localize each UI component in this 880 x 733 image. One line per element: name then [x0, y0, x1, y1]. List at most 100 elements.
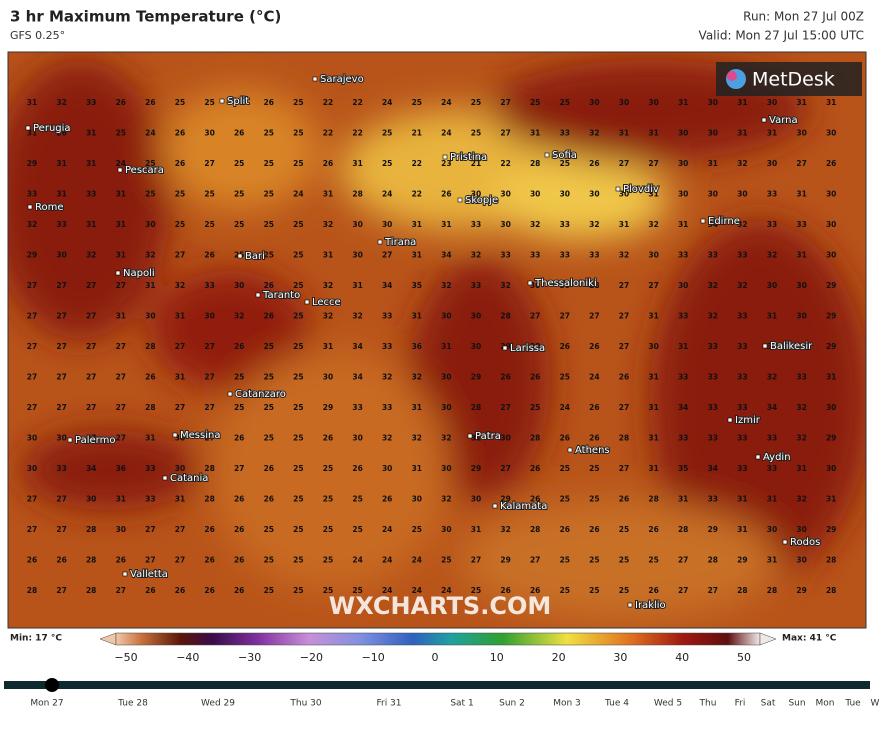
grid-value: 28: [648, 495, 658, 504]
timeline-label[interactable]: Mon 27: [30, 699, 63, 709]
timeline-label[interactable]: W: [871, 699, 880, 709]
grid-value: 26: [589, 342, 599, 351]
grid-value: 33: [471, 281, 481, 290]
grid-value: 30: [352, 220, 362, 229]
grid-value: 26: [204, 251, 214, 260]
grid-value: 25: [293, 434, 303, 443]
timeline-label[interactable]: Sat: [761, 699, 776, 709]
grid-value: 25: [619, 556, 629, 565]
grid-value: 31: [767, 129, 777, 138]
grid-value: 31: [323, 342, 333, 351]
timeline-label[interactable]: Sun: [788, 699, 805, 709]
timeline-label[interactable]: Wed 29: [201, 699, 235, 709]
grid-value: 25: [293, 129, 303, 138]
timeline-label[interactable]: Tue 4: [604, 699, 629, 709]
grid-value: 28: [86, 525, 96, 534]
grid-value: 29: [471, 373, 481, 382]
grid-value: 27: [56, 403, 66, 412]
scale-label: −30: [238, 651, 261, 664]
timeline-label[interactable]: Thu 30: [289, 699, 321, 709]
grid-value: 31: [412, 464, 422, 473]
grid-value: 26: [323, 159, 333, 168]
grid-value: 27: [56, 281, 66, 290]
grid-value: 25: [264, 159, 274, 168]
grid-value: 27: [530, 312, 540, 321]
grid-value: 30: [116, 525, 126, 534]
grid-value: 25: [264, 434, 274, 443]
timeline-label[interactable]: Sun 2: [499, 699, 525, 709]
grid-value: 24: [293, 190, 303, 199]
grid-value: 30: [648, 98, 658, 107]
grid-value: 23: [441, 159, 451, 168]
grid-value: 25: [382, 129, 392, 138]
grid-value: 24: [382, 190, 392, 199]
grid-value: 30: [796, 129, 806, 138]
grid-value: 27: [27, 525, 37, 534]
grid-value: 33: [471, 220, 481, 229]
grid-value: 26: [589, 159, 599, 168]
grid-value: 25: [234, 190, 244, 199]
scale-label: −40: [176, 651, 199, 664]
grid-value: 26: [145, 373, 155, 382]
timeline-label[interactable]: Sat 1: [450, 699, 473, 709]
grid-value: 24: [382, 525, 392, 534]
grid-value: 25: [471, 98, 481, 107]
grid-value: 25: [293, 98, 303, 107]
city-label: Thessaloniki: [534, 278, 597, 289]
grid-value: 26: [264, 464, 274, 473]
city-marker: [700, 218, 706, 224]
grid-value: 25: [264, 525, 274, 534]
timeline-label[interactable]: Fri 31: [376, 699, 401, 709]
timeline-label[interactable]: Tue 28: [117, 699, 148, 709]
grid-value: 34: [708, 220, 718, 229]
grid-value: 31: [530, 129, 540, 138]
grid-value: 28: [530, 159, 540, 168]
timeline-bar[interactable]: [4, 681, 870, 689]
scale-label: 20: [552, 651, 566, 664]
grid-value: 27: [589, 312, 599, 321]
timeline-handle[interactable]: [45, 678, 59, 692]
grid-value: 26: [234, 129, 244, 138]
grid-value: 31: [352, 281, 362, 290]
timeline-label[interactable]: Wed 5: [654, 699, 682, 709]
grid-value: 31: [648, 434, 658, 443]
grid-value: 28: [530, 342, 540, 351]
grid-value: 25: [323, 464, 333, 473]
grid-value: 24: [382, 586, 392, 595]
grid-value: 33: [560, 129, 570, 138]
timeline-label[interactable]: Thu: [699, 699, 717, 709]
grid-value: 32: [708, 312, 718, 321]
grid-value: 33: [767, 220, 777, 229]
grid-value: 30: [796, 525, 806, 534]
grid-value: 27: [116, 281, 126, 290]
city-marker: [457, 197, 463, 203]
city-label: Izmir: [735, 415, 761, 426]
city-label: Athens: [575, 445, 610, 456]
grid-value: 32: [500, 525, 510, 534]
city-marker: [761, 117, 767, 123]
grid-value: 32: [500, 281, 510, 290]
grid-value: 28: [86, 586, 96, 595]
grid-value: 33: [678, 373, 688, 382]
grid-value: 26: [560, 525, 570, 534]
grid-value: 26: [234, 342, 244, 351]
grid-value: 30: [826, 403, 836, 412]
grid-value: 27: [560, 312, 570, 321]
grid-value: 32: [323, 312, 333, 321]
timeline-label[interactable]: Fri: [735, 699, 746, 709]
grid-value: 24: [382, 98, 392, 107]
grid-value: 30: [767, 525, 777, 534]
grid-value: 30: [412, 495, 422, 504]
grid-value: 21: [412, 129, 422, 138]
city-label: Split: [227, 96, 249, 107]
timeline-label[interactable]: Tue: [844, 699, 861, 709]
grid-value: 30: [767, 159, 777, 168]
timeline-label[interactable]: Mon: [816, 699, 835, 709]
grid-value: 24: [412, 586, 422, 595]
grid-value: 31: [116, 495, 126, 504]
city-label: Palermo: [75, 435, 115, 446]
timeline-label[interactable]: Mon 3: [553, 699, 581, 709]
grid-value: 31: [737, 98, 747, 107]
city-marker: [377, 239, 383, 245]
city-label: Pescara: [125, 165, 164, 176]
